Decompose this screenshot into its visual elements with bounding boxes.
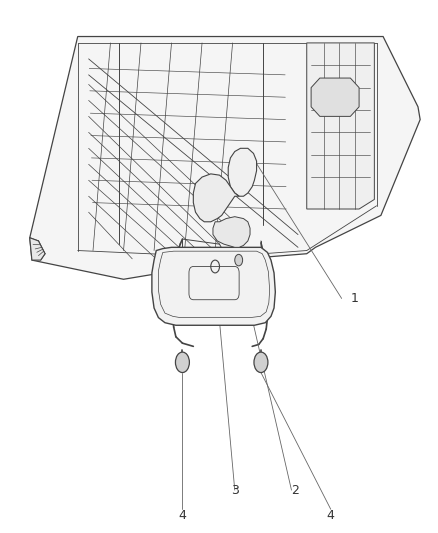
Text: 4: 4 xyxy=(326,509,334,522)
Circle shape xyxy=(254,352,267,373)
Circle shape xyxy=(234,254,242,266)
Text: 4: 4 xyxy=(178,509,186,522)
Polygon shape xyxy=(212,217,250,247)
Polygon shape xyxy=(311,78,358,116)
Circle shape xyxy=(175,352,189,373)
Polygon shape xyxy=(30,238,45,260)
Polygon shape xyxy=(193,174,239,222)
Text: 1: 1 xyxy=(350,292,357,305)
Text: 3: 3 xyxy=(230,483,238,497)
Polygon shape xyxy=(30,37,419,279)
Polygon shape xyxy=(306,43,374,209)
Text: 2: 2 xyxy=(291,483,299,497)
Polygon shape xyxy=(152,247,275,325)
Polygon shape xyxy=(228,148,256,196)
